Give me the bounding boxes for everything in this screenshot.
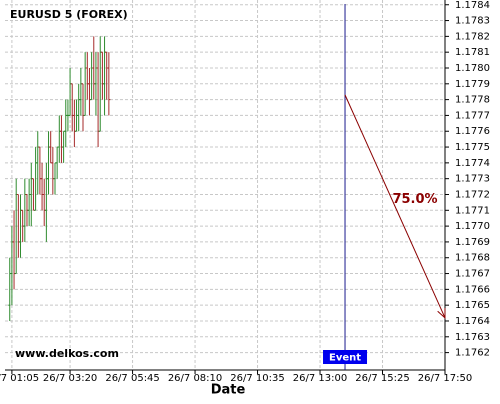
y-tick-label: 1.1767: [455, 269, 490, 280]
x-axis-title: Date: [211, 383, 246, 398]
y-tick-label: 1.1776: [455, 126, 490, 137]
event-label-box: [323, 350, 368, 364]
chart-title: EURUSD 5 (FOREX): [10, 8, 128, 21]
y-tick-label: 1.1762: [455, 348, 490, 359]
event-label: Event: [329, 353, 361, 364]
y-tick-label: 1.1771: [455, 205, 490, 216]
y-tick-label: 1.1782: [455, 31, 490, 42]
y-tick-label: 1.1768: [455, 253, 490, 264]
y-tick-label: 1.1780: [455, 63, 490, 74]
y-tick-label: 1.1773: [455, 174, 490, 185]
x-tick-label: 26/7 03:20: [43, 373, 97, 384]
y-tick-label: 1.1777: [455, 110, 490, 121]
y-tick-label: 1.1783: [455, 16, 490, 27]
y-tick-label: 1.1766: [455, 284, 490, 295]
projection-label: 75.0%: [392, 192, 437, 207]
x-tick-label: 26/7 10:35: [230, 373, 284, 384]
x-tick-label: 26/7 17:50: [418, 373, 472, 384]
x-tick-label: 26/7 13:00: [293, 373, 347, 384]
x-tick-label: 26/7 08:10: [168, 373, 222, 384]
y-tick-label: 1.1774: [455, 158, 490, 169]
y-tick-label: 1.1765: [455, 300, 490, 311]
y-tick-label: 1.1770: [455, 221, 490, 232]
y-tick-label: 1.1778: [455, 95, 490, 106]
plot: [8, 36, 111, 321]
x-tick-label: 26/7 15:25: [355, 373, 409, 384]
y-tick-label: 1.1763: [455, 332, 490, 343]
x-tick-label: 26/7 05:45: [105, 373, 159, 384]
y-tick-label: 1.1769: [455, 237, 490, 248]
y-tick-label: 1.1779: [455, 79, 490, 90]
grid: [5, 0, 446, 370]
y-tick-label: 1.1764: [455, 316, 490, 327]
x-tick-label: 26/7 01:05: [0, 373, 39, 384]
projection-arrow: [344, 94, 445, 318]
watermark: www.delkos.com: [15, 347, 119, 360]
y-tick-label: 1.1772: [455, 189, 490, 200]
y-tick-label: 1.1775: [455, 142, 490, 153]
y-tick-label: 1.1784: [455, 0, 490, 11]
y-tick-label: 1.1781: [455, 47, 490, 58]
